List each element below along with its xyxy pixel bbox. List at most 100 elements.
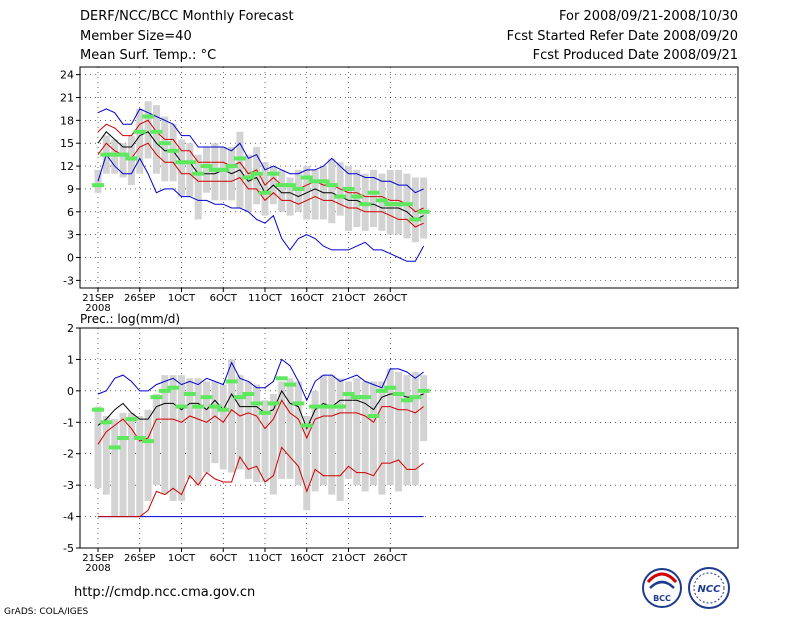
precip-ensemble-box [311, 390, 319, 492]
temp-ensemble-box [186, 143, 194, 197]
precip-xtick-label: 6OCT [210, 553, 238, 564]
temp-ensemble-box [420, 177, 428, 239]
precip-observed-mark [125, 417, 138, 422]
precip-ytick-label: -5 [63, 542, 74, 555]
precip-observed-mark [417, 388, 430, 393]
precip-observed-mark [409, 395, 422, 400]
temp-ensemble-box [119, 143, 127, 178]
precip-ensemble-box [228, 359, 236, 473]
temp-observed-mark [217, 167, 230, 172]
temp-observed-mark [167, 148, 180, 153]
precip-observed-mark [150, 395, 163, 400]
precip-ytick-label: 2 [67, 322, 74, 335]
temp-xtick-label: 11OCT [248, 293, 283, 304]
temp-ensemble-box [311, 169, 319, 220]
precip-observed-mark [175, 404, 188, 409]
variable-label: Mean Surf. Temp.: °C [80, 48, 217, 63]
temp-observed-mark [350, 194, 363, 199]
precip-ensemble-box [328, 375, 336, 495]
precip-ensemble-box [119, 412, 127, 517]
temp-observed-mark [367, 190, 380, 195]
forecast-start-date: Fcst Started Refer Date 2008/09/20 [506, 29, 738, 44]
precip-xtick-label: 11OCT [248, 553, 283, 564]
precip-observed-mark [259, 410, 271, 415]
source-url[interactable]: http://cmdp.ncc.cma.gov.cn [74, 585, 255, 600]
precip-observed-mark [275, 376, 288, 381]
precip-panel-label: Prec.: log(mm/d) [80, 312, 180, 326]
temp-observed-mark [175, 160, 188, 165]
temp-observed-mark [359, 202, 372, 207]
precip-ensemble-box [203, 381, 211, 473]
precip-observed-mark [375, 388, 388, 393]
temp-ensemble-box [261, 162, 269, 216]
precip-ensemble-box [219, 384, 227, 470]
precip-ensemble-mean-line [97, 389, 424, 430]
temp-observed-mark [384, 202, 397, 207]
precip-observed-mark [367, 414, 380, 418]
precip-observed-mark [183, 392, 196, 396]
temp-ytick-label: 9 [67, 183, 74, 196]
precip-ensemble-box [178, 375, 185, 501]
precip-ensemble-box [370, 381, 378, 486]
precip-ensemble-box [345, 381, 352, 479]
precip-ensemble-box [169, 375, 177, 501]
precip-ensemble-box [378, 381, 386, 495]
temp-observed-mark [108, 152, 121, 157]
chart-title: DERF/NCC/BCC Monthly Forecast [80, 9, 294, 24]
temp-observed-mark [342, 186, 355, 191]
temp-observed-mark [150, 129, 163, 134]
precip-ytick-label: -2 [63, 448, 74, 461]
temp-ytick-label: 6 [67, 206, 74, 219]
temp-observed-mark [208, 167, 221, 172]
precip-ensemble-box [411, 372, 419, 486]
temp-ensemble-box [94, 169, 102, 193]
precip-ensemble-box [336, 378, 344, 501]
temp-observed-mark [259, 190, 271, 195]
precip-ensemble-box [186, 378, 194, 479]
temp-lower-envelope-line [97, 153, 425, 262]
temp-ensemble-box [152, 105, 160, 174]
temp-ytick-label: -3 [63, 274, 74, 287]
member-size: Member Size=40 [80, 29, 192, 44]
precip-observed-mark [334, 404, 347, 409]
bcc-logo: BCC [642, 568, 682, 608]
precip-observed-mark [392, 392, 405, 396]
precip-observed-mark [325, 404, 338, 409]
temp-xtick-label: 21SEP [82, 293, 113, 304]
precip-ensemble-box [278, 381, 286, 479]
temp-ytick-label: 21 [60, 91, 74, 104]
precip-observed-mark [225, 379, 238, 384]
precip-xtick-label: 16OCT [290, 553, 325, 564]
precip-observed-mark [292, 401, 305, 406]
precip-observed-mark [233, 395, 246, 400]
precip-observed-mark [158, 388, 171, 393]
temp-observed-mark [200, 164, 213, 169]
precip-xtick-label: 26OCT [373, 553, 408, 564]
precip-xtick-label: 21SEP [82, 553, 113, 564]
precip-ensemble-box [144, 409, 152, 501]
precip-observed-mark [250, 401, 263, 406]
precip-observed-mark [309, 404, 322, 409]
precip-ensemble-box [403, 375, 411, 486]
temp-ensemble-box [203, 147, 211, 193]
precip-upper-quartile-line [97, 399, 424, 445]
temp-ensemble-box [411, 177, 419, 243]
precip-frame [79, 327, 739, 549]
precip-observed-mark [92, 407, 104, 412]
temp-ytick-label: 18 [60, 114, 74, 127]
grads-credit: GrADS: COLA/IGES [4, 607, 88, 617]
forecast-produced-date: Fcst Produced Date 2008/09/21 [532, 48, 738, 63]
precip-ensemble-box [303, 416, 311, 511]
temp-observed-mark [309, 179, 322, 184]
temp-xtick-label: 1OCT [168, 293, 196, 304]
temp-ytick-label: 3 [67, 229, 74, 242]
temp-observed-mark [100, 152, 113, 157]
precip-lower-quartile-line [98, 446, 424, 518]
precip-ensemble-box [420, 375, 428, 442]
precip-ensemble-box [253, 384, 261, 482]
temp-ytick-label: 12 [60, 160, 74, 173]
ncc-logo-text: NCC [697, 584, 721, 595]
temp-ytick-label: 24 [60, 69, 74, 82]
temp-observed-mark [117, 152, 130, 157]
